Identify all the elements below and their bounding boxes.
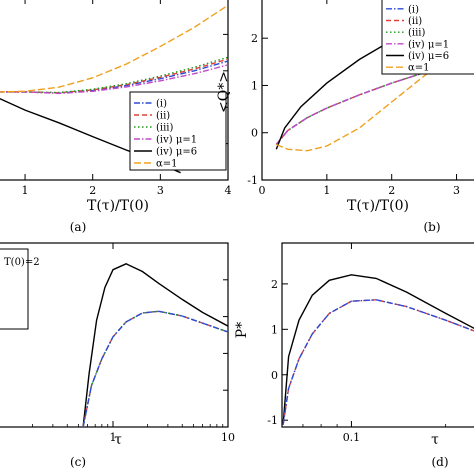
plot-frame-d xyxy=(281,242,474,428)
x-tick-label: 2 xyxy=(89,184,96,197)
legend: (i)(ii)(iii)(iv) μ=1(iv) μ=6α=1 xyxy=(381,0,474,75)
legend-entry: (iii) xyxy=(156,123,173,134)
x-tick-label: 10 xyxy=(221,431,235,444)
y-tick-label: -1 xyxy=(267,414,278,427)
series-line-1 xyxy=(82,310,228,427)
x-axis-label: τ xyxy=(431,432,439,448)
legend-box xyxy=(129,91,227,171)
plot-frame-a xyxy=(0,0,229,181)
panel-a: 1 2 3 4 T(τ)/T(0)(a) (i)(ii)(iii)(iv) μ=1(iv)… xyxy=(0,0,232,234)
series-line-2 xyxy=(282,299,474,425)
x-tick-label: 3 xyxy=(157,184,164,197)
legend-box xyxy=(381,0,474,75)
x-tick-label: 4 xyxy=(225,184,232,197)
panel-label: (c) xyxy=(70,455,86,469)
panel-b: 0 1 2 3-1012T(τ)/T(0)<Q*>(b)(i)(ii)(iii)(iv… xyxy=(216,0,474,234)
x-tick-label: 0 xyxy=(259,184,266,197)
series-line-3 xyxy=(82,310,228,427)
panel-label: (a) xyxy=(70,220,87,234)
plot-frame-b xyxy=(261,0,474,181)
series-line-i xyxy=(0,60,228,94)
legend-fragment-box xyxy=(0,248,29,330)
x-axis-label: τ xyxy=(114,432,122,448)
legend-entry: (ii) xyxy=(156,111,170,122)
y-tick-label: 2 xyxy=(251,32,258,45)
legend-entry: (iv) μ=6 xyxy=(408,51,449,62)
legend-entry: (iii) xyxy=(408,28,425,39)
series-line-1 xyxy=(0,4,228,93)
y-tick-label: -1 xyxy=(247,174,258,187)
x-tick-label: 1 xyxy=(323,184,330,197)
legend-entry: (i) xyxy=(408,4,419,15)
legend-fragment: T(0)=2 xyxy=(0,248,40,330)
x-axis-label: T(τ)/T(0) xyxy=(347,198,409,214)
legend-entry: (iv) μ=6 xyxy=(156,147,197,158)
y-tick-label: 0 xyxy=(271,369,278,382)
legend-fragment-text: T(0)=2 xyxy=(4,257,40,268)
series-line-0 xyxy=(82,263,228,427)
x-axis-label: T(τ)/T(0) xyxy=(87,198,149,214)
series-line-iii xyxy=(0,56,228,94)
panel-c: 1 10 τ (c) T(0)=2 xyxy=(0,242,235,469)
y-tick-label: 1 xyxy=(251,79,258,92)
series-line-2 xyxy=(82,310,228,427)
y-tick-label: 2 xyxy=(271,278,278,291)
x-tick-label: 1 xyxy=(22,184,29,197)
y-axis-label: <Q*> xyxy=(216,71,232,113)
legend-entry: (ii) xyxy=(408,16,422,27)
x-tick-label: 0.1 xyxy=(343,431,361,444)
legend: (i)(ii)(iii)(iv) μ=1(iv) μ=6α=1 xyxy=(129,91,227,171)
x-tick-label: 3 xyxy=(453,184,460,197)
series-line-1 xyxy=(282,299,474,425)
y-axis-label: P* xyxy=(234,322,250,338)
legend-entry: (iv) μ=1 xyxy=(408,39,449,50)
legend-entry: α=1 xyxy=(156,159,178,170)
y-tick-label: 1 xyxy=(271,323,278,336)
series-line-iv-1 xyxy=(0,64,228,95)
x-tick-label: 2 xyxy=(388,184,395,197)
legend-entry: (i) xyxy=(156,99,167,110)
legend-entry: (iv) μ=1 xyxy=(156,135,197,146)
x-tick-label: 1 xyxy=(110,431,117,444)
panel-label: (d) xyxy=(431,455,448,469)
panel-label: (b) xyxy=(423,220,440,234)
series-line-0 xyxy=(282,274,474,425)
y-tick-label: 0 xyxy=(251,127,258,140)
legend-entry: α=1 xyxy=(408,63,430,74)
panel-d: 0.1 -1 0 1 2 τ P* (d) xyxy=(234,242,474,469)
